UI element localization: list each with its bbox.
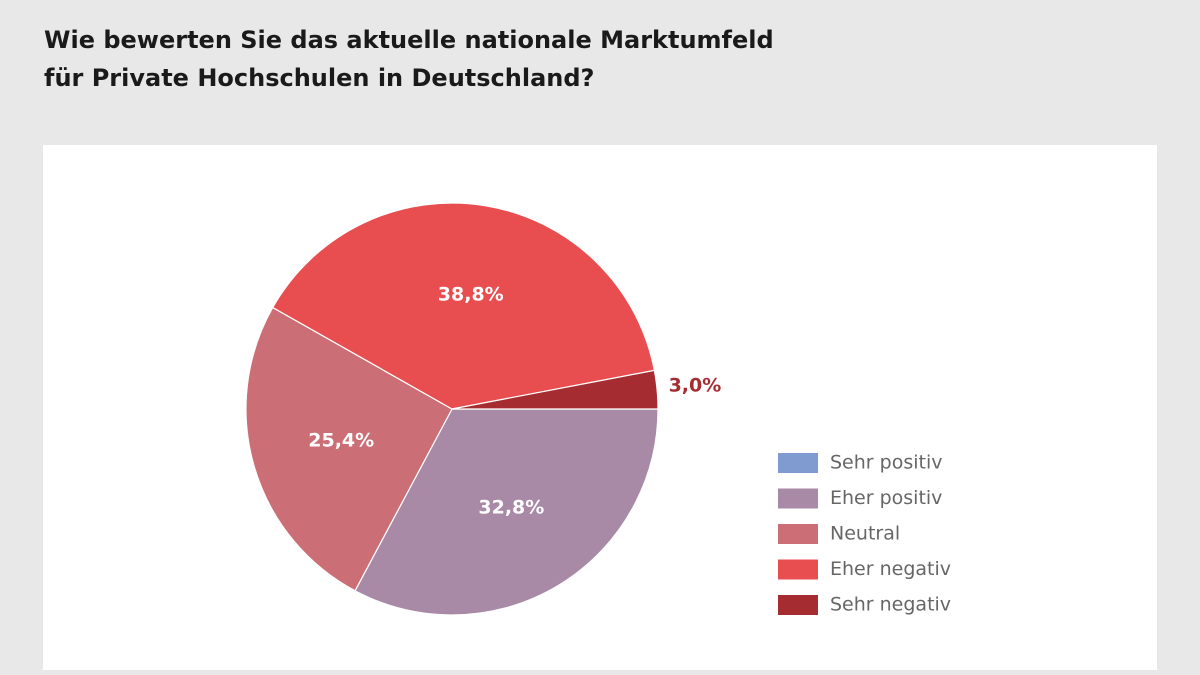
legend-label: Neutral bbox=[830, 523, 900, 545]
pie-slice bbox=[271, 202, 656, 410]
data-label: 3,0% bbox=[669, 375, 722, 397]
data-label: 38,8% bbox=[438, 284, 504, 306]
chart-title: für Private Hochschulen in Deutschland? bbox=[44, 64, 594, 92]
legend-label: Sehr positiv bbox=[830, 452, 942, 474]
pie-slice bbox=[354, 408, 659, 616]
legend-label: Eher positiv bbox=[830, 487, 942, 509]
pie-slice bbox=[451, 369, 659, 410]
legend-swatch bbox=[778, 453, 818, 473]
legend-swatch bbox=[778, 595, 818, 615]
pie-slice bbox=[245, 306, 453, 592]
data-label: 25,4% bbox=[308, 430, 374, 452]
legend-swatch bbox=[778, 524, 818, 544]
legend-label: Eher negativ bbox=[830, 558, 951, 580]
legend-swatch bbox=[778, 559, 818, 580]
chart-title: Wie bewerten Sie das aktuelle nationale … bbox=[44, 26, 774, 54]
data-label: 32,8% bbox=[478, 496, 544, 518]
legend-swatch bbox=[778, 488, 818, 509]
legend-label: Sehr negativ bbox=[830, 594, 951, 616]
